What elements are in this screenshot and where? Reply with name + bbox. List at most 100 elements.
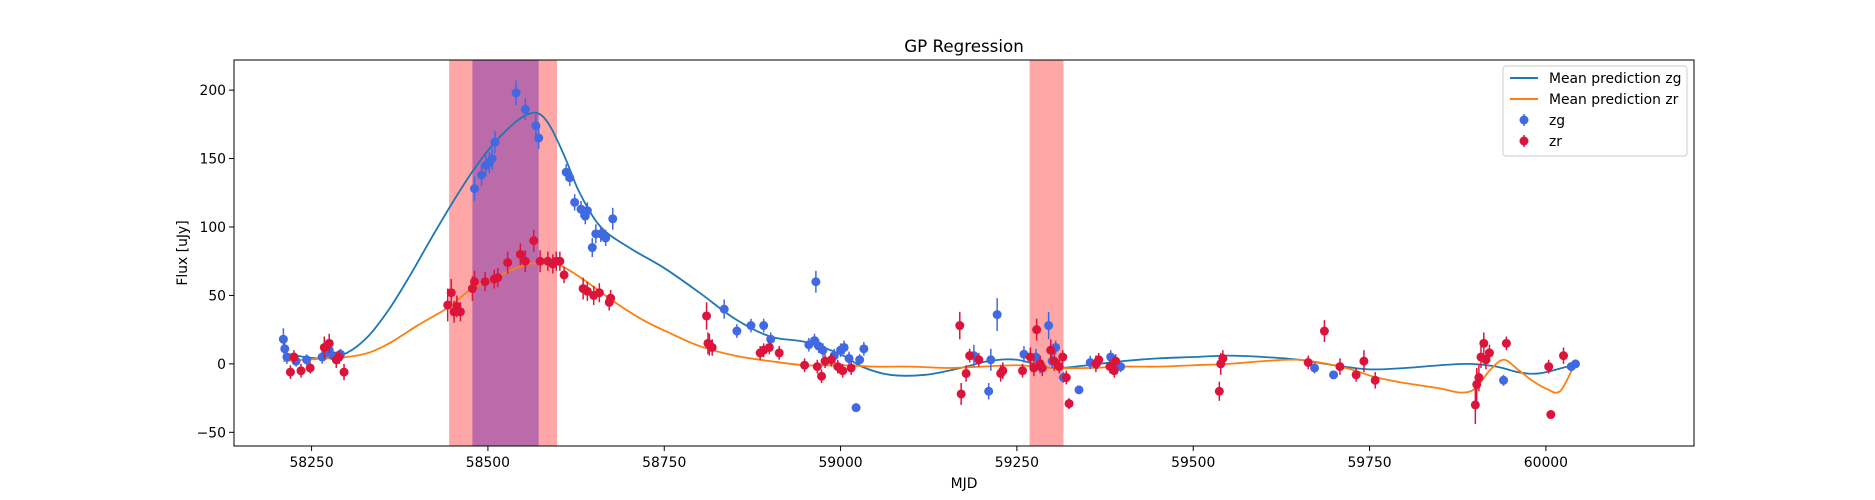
zg-point (732, 326, 742, 336)
zr-point (838, 366, 848, 376)
chart-title: GP Regression (904, 36, 1024, 56)
zr-point (529, 236, 539, 246)
x-axis: 58250 58500 58750 59000 59250 59500 59750 60000 (289, 446, 1568, 471)
legend-label-zr-points: zr (1549, 134, 1562, 150)
zr-point (1018, 366, 1028, 376)
zg-point (719, 304, 729, 314)
zr-point (1037, 363, 1047, 373)
zg-point (570, 197, 580, 207)
zg-point (859, 344, 869, 354)
zr-point (1214, 386, 1224, 396)
zg-point (487, 154, 497, 164)
legend-label-zg-points: zg (1549, 113, 1565, 129)
zg-point (490, 137, 500, 147)
x-tick-label: 58750 (642, 455, 686, 471)
y-tick-label: 100 (199, 220, 226, 236)
zr-point (1109, 366, 1119, 376)
zr-point (1303, 358, 1313, 368)
zr-point (446, 288, 456, 298)
zg-point (811, 277, 821, 287)
mean-prediction-zr-line (283, 260, 1575, 394)
zr-point (535, 256, 545, 266)
zr-point (961, 368, 971, 378)
zr-point (1481, 355, 1491, 365)
zg-point (302, 355, 312, 365)
y-axis-label: Flux [uJy] (175, 220, 191, 285)
x-tick-label: 59500 (1171, 455, 1215, 471)
zr-point (1032, 325, 1042, 335)
zr-point (515, 249, 525, 259)
zg-point (1074, 385, 1084, 395)
zr-point (764, 342, 774, 352)
zr-point (1470, 400, 1480, 410)
zg-point (601, 233, 611, 243)
zr-point (1501, 338, 1511, 348)
zg-point (582, 206, 592, 216)
zr-point (296, 366, 306, 376)
zr-point (702, 311, 712, 321)
x-tick-label: 59750 (1347, 455, 1391, 471)
zg-point (1329, 370, 1339, 380)
zr-point (305, 363, 315, 373)
zr-point (1094, 355, 1104, 365)
zg-point (844, 353, 854, 363)
zg-point (984, 386, 994, 396)
zg-point (992, 310, 1002, 320)
zg-point (746, 321, 756, 331)
zg-point (278, 334, 288, 344)
zr-point (1359, 356, 1369, 366)
y-tick-label: 150 (199, 152, 226, 168)
zr-point (520, 256, 530, 266)
legend-swatch-zr-point (1519, 136, 1529, 146)
zr-point (1546, 410, 1556, 420)
zg-point (534, 133, 544, 143)
zg-point (511, 88, 521, 98)
zr-point (289, 352, 299, 362)
x-tick-label: 60000 (1524, 455, 1568, 471)
zr-point (812, 362, 822, 372)
zg-point (470, 184, 480, 194)
y-axis: −50 0 50 100 150 200 (197, 83, 234, 441)
zr-point (1559, 351, 1569, 361)
zg-point (520, 104, 530, 114)
zr-point (1351, 370, 1361, 380)
zr-point (826, 355, 836, 365)
observation-points (278, 80, 1581, 425)
zr-point (555, 256, 565, 266)
zr-point (559, 270, 569, 280)
zr-point (455, 307, 465, 317)
zr-point (707, 342, 717, 352)
zg-point (855, 355, 865, 365)
shaded-region-3 (1029, 60, 1064, 446)
zr-point (324, 338, 334, 348)
x-axis-label: MJD (951, 476, 978, 492)
zr-point (480, 277, 490, 287)
zg-point (280, 344, 290, 354)
zg-point (587, 243, 597, 253)
zg-point (1571, 359, 1581, 369)
zr-point (1335, 362, 1345, 372)
zr-point (998, 366, 1008, 376)
zr-point (594, 288, 604, 298)
zr-point (800, 360, 810, 370)
x-tick-label: 58500 (466, 455, 510, 471)
zr-points (285, 229, 1569, 425)
zr-point (470, 277, 480, 287)
zg-point (1044, 321, 1054, 331)
zg-point (565, 173, 575, 183)
zr-point (817, 371, 827, 381)
x-tick-label: 58250 (289, 455, 333, 471)
zr-point (774, 348, 784, 358)
zr-point (339, 367, 349, 377)
zr-point (1025, 352, 1035, 362)
zg-point (282, 352, 292, 362)
legend-label-zr-line: Mean prediction zr (1549, 92, 1679, 108)
zr-point (1479, 338, 1489, 348)
zr-point (965, 351, 975, 361)
zg-point (608, 214, 618, 224)
zr-point (1064, 399, 1074, 409)
zr-point (443, 300, 453, 310)
zr-point (493, 273, 503, 283)
legend: Mean prediction zg Mean prediction zr zg… (1502, 65, 1688, 157)
legend-swatch-zg-point (1519, 115, 1529, 125)
